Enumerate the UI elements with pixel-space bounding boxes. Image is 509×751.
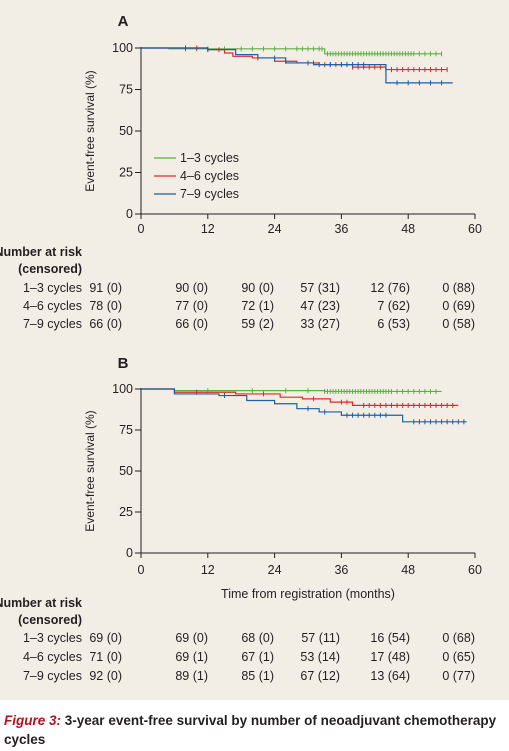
risk-cell: 89 (1) [175,669,208,683]
risk-cell: 85 (1) [241,669,274,683]
series-line-series_7_9 [141,47,453,84]
risk-table-subtitle: (censored) [18,262,82,276]
y-axis-label: Event-free survival (%) [83,70,97,191]
risk-cell: 0 (88) [442,281,475,295]
risk-cell: 0 (77) [442,669,475,683]
y-axis-label: Event-free survival (%) [83,410,97,531]
y-tick-label: 25 [119,505,133,519]
risk-table-subtitle: (censored) [18,613,82,627]
series-line-series_7_9 [141,388,467,423]
figure-caption: Figure 3: 3-year event-free survival by … [4,711,504,749]
x-axis-label: Time from registration (months) [221,587,395,601]
risk-cell: 69 (1) [175,650,208,664]
risk-cell: 0 (69) [442,299,475,313]
panel-letter: B [118,355,129,372]
series-line-series_1_3 [141,388,442,393]
risk-row-label: 4–6 cycles [23,650,82,664]
risk-cell: 0 (68) [442,631,475,645]
x-tick-label: 48 [401,222,415,236]
x-tick-label: 60 [468,563,482,577]
risk-cell: 13 (64) [370,669,410,683]
risk-cell: 69 (0) [89,631,122,645]
legend-label: 4–6 cycles [180,169,239,183]
risk-cell: 78 (0) [89,299,122,313]
risk-cell: 57 (11) [301,631,340,645]
risk-cell: 57 (31) [300,281,340,295]
risk-cell: 59 (2) [241,317,274,331]
risk-row-label: 1–3 cycles [23,281,82,295]
y-tick-label: 50 [119,124,133,138]
risk-cell: 17 (48) [370,650,410,664]
risk-cell: 0 (65) [442,650,475,664]
y-tick-label: 0 [126,207,133,221]
figure-panel: A 0 12 24 36 48 60 0 25 50 75 100 Event-free surviva… [0,0,509,700]
risk-cell: 71 (0) [89,650,122,664]
x-tick-label: 48 [401,563,415,577]
y-tick-label: 100 [112,41,133,55]
panel-letter: A [118,13,129,30]
risk-cell: 66 (0) [175,317,208,331]
y-tick-label: 75 [119,83,133,97]
risk-cell: 68 (0) [241,631,274,645]
caption-text: 3-year event-free survival by number of … [4,713,497,747]
risk-row-label: 4–6 cycles [23,299,82,313]
x-tick-label: 24 [268,563,282,577]
risk-cell: 6 (53) [377,317,410,331]
x-tick-label: 60 [468,222,482,236]
risk-cell: 72 (1) [241,299,274,313]
x-tick-label: 0 [138,563,145,577]
risk-cell: 66 (0) [89,317,122,331]
risk-cell: 92 (0) [89,669,122,683]
risk-cell: 53 (14) [300,650,340,664]
risk-cell: 7 (62) [377,299,410,313]
risk-row-label: 1–3 cycles [23,631,82,645]
x-tick-label: 36 [334,222,348,236]
x-tick-label: 12 [201,222,215,236]
x-tick-label: 0 [138,222,145,236]
x-tick-label: 36 [334,563,348,577]
x-tick-label: 24 [268,222,282,236]
panel-b: B 0 12 24 36 48 60 0 25 50 75 100 Event-free surviva… [0,355,482,683]
risk-cell: 91 (0) [89,281,122,295]
risk-cell: 67 (12) [300,669,340,683]
y-tick-label: 75 [119,423,133,437]
y-tick-label: 25 [119,166,133,180]
risk-table-title: Number at risk [0,245,82,259]
risk-cell: 90 (0) [241,281,274,295]
caption-label: Figure 3: [4,713,62,728]
series-line-series_4_6 [141,388,459,406]
risk-cell: 33 (27) [300,317,340,331]
y-tick-label: 100 [112,382,133,396]
risk-row-label: 7–9 cycles [23,669,82,683]
risk-cell: 69 (0) [175,631,208,645]
km-chart-svg: A 0 12 24 36 48 60 0 25 50 75 100 Event-free surviva… [0,13,482,683]
legend-label: 7–9 cycles [180,187,239,201]
y-tick-label: 50 [119,464,133,478]
x-tick-label: 12 [201,563,215,577]
risk-cell: 0 (58) [442,317,475,331]
risk-table-title: Number at risk [0,596,82,610]
risk-cell: 67 (1) [241,650,274,664]
risk-cell: 77 (0) [175,299,208,313]
legend-label: 1–3 cycles [180,151,239,165]
risk-cell: 47 (23) [300,299,340,313]
risk-cell: 12 (76) [370,281,410,295]
risk-cell: 16 (54) [370,631,410,645]
panel-a: A 0 12 24 36 48 60 0 25 50 75 100 Event-free surviva… [0,13,482,331]
y-tick-label: 0 [126,546,133,560]
risk-row-label: 7–9 cycles [23,317,82,331]
risk-cell: 90 (0) [175,281,208,295]
series-line-series_1_3 [141,47,442,55]
series-line-series_4_6 [141,47,448,71]
